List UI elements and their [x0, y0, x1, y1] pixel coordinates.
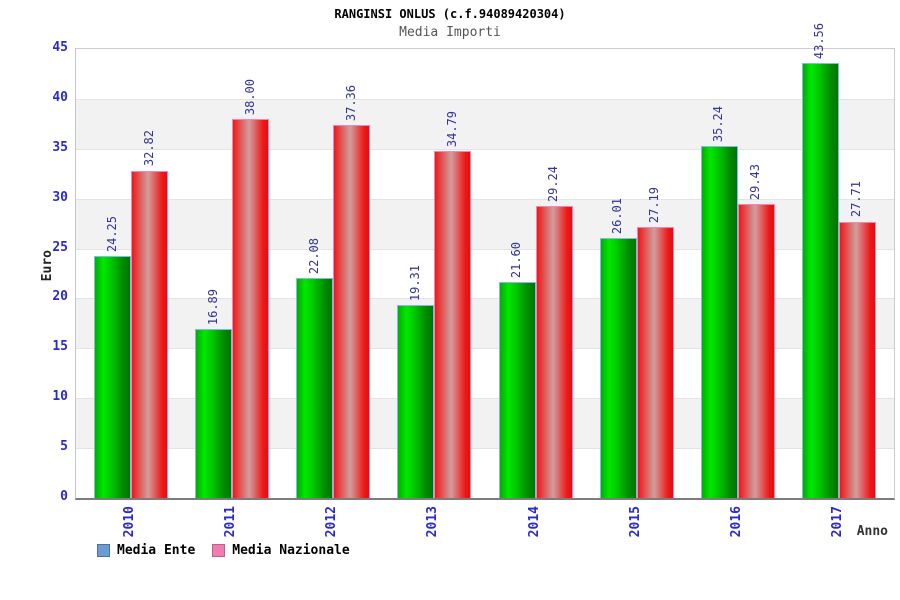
y-tick-label-20: 20 — [52, 289, 68, 305]
y-tick-label-35: 35 — [52, 139, 68, 155]
y-tick-label-0: 0 — [60, 489, 68, 504]
bar-media-nazionale-2010 — [131, 170, 168, 498]
bar-media-nazionale-2011 — [232, 118, 270, 498]
bar-media-nazionale-2017 — [838, 221, 876, 498]
bar-media-ente-2017 — [801, 63, 839, 498]
legend-item-media-ente: Media Ente — [97, 543, 195, 558]
x-tick-label-2013: 2013 — [425, 506, 441, 538]
bar-value-label: 32.82 — [141, 130, 156, 167]
legend-swatch-icon — [212, 544, 226, 557]
legend-item-media-nazionale: Media Nazionale — [212, 543, 350, 558]
bar-media-ente-2010 — [94, 256, 131, 498]
y-tick-label-5: 5 — [60, 439, 68, 455]
y-tick-label-10: 10 — [52, 389, 68, 405]
bar-media-nazionale-2015 — [636, 226, 674, 498]
bar-value-label: 16.89 — [205, 289, 220, 326]
bar-value-label: 19.31 — [407, 265, 422, 302]
bar-media-nazionale-2013 — [434, 150, 472, 498]
legend-swatch-icon — [97, 544, 110, 557]
bar-media-nazionale-2014 — [535, 206, 573, 498]
x-tick-label-2010: 2010 — [122, 506, 137, 538]
bar-value-label: 29.43 — [748, 164, 763, 201]
y-tick-label-15: 15 — [52, 339, 68, 355]
bar-media-ente-2011 — [195, 329, 233, 498]
y-tick-label-30: 30 — [52, 189, 68, 205]
y-tick-label-40: 40 — [52, 89, 68, 105]
bar-media-ente-2013 — [397, 305, 435, 498]
y-tick-label-45: 45 — [52, 40, 68, 55]
x-tick-label-2014: 2014 — [526, 506, 542, 538]
bar-value-label: 27.71 — [849, 181, 864, 218]
bar-media-ente-2016 — [700, 146, 738, 498]
bar-value-label: 38.00 — [242, 78, 257, 115]
bar-value-label: 34.79 — [444, 110, 459, 147]
grid-band-gray — [76, 98, 894, 149]
x-axis-title: Anno — [856, 524, 888, 539]
x-tick-label-2011: 2011 — [223, 506, 239, 538]
legend-label: Media Ente — [117, 543, 196, 558]
bar-value-label: 21.60 — [509, 242, 524, 279]
bar-value-label: 29.24 — [546, 166, 561, 203]
grid-band-white — [76, 148, 894, 199]
x-tick-label-2016: 2016 — [728, 506, 744, 538]
bar-media-nazionale-2016 — [737, 204, 775, 498]
legend-label: Media Nazionale — [232, 543, 350, 558]
y-tick-label-25: 25 — [52, 239, 68, 255]
bar-value-label: 35.24 — [711, 106, 726, 143]
bar-media-ente-2015 — [599, 238, 637, 498]
legend: Media Ente Media Nazionale — [97, 543, 367, 558]
x-tick-label-2017: 2017 — [829, 506, 845, 538]
bar-value-label: 26.01 — [610, 198, 625, 235]
bar-value-label: 27.19 — [647, 186, 662, 223]
bar-value-label: 24.25 — [104, 215, 119, 253]
grid-band-white — [76, 49, 894, 99]
chart-subtitle: Media Importi — [399, 25, 501, 40]
bar-media-nazionale-2012 — [333, 125, 371, 498]
bar-media-ente-2014 — [498, 282, 536, 498]
chart-title: RANGINSI ONLUS (c.f.94089420304) — [334, 7, 566, 21]
plot-area: 24.25 16.89 22.08 19.31 21.60 26.01 35.24 43.56… — [75, 23, 895, 500]
bar-value-label: 43.56 — [812, 23, 827, 60]
bar-value-label: 22.08 — [306, 237, 321, 274]
x-tick-label-2012: 2012 — [324, 506, 340, 538]
x-tick-label-2015: 2015 — [627, 506, 643, 538]
bar-media-ente-2012 — [296, 277, 334, 498]
bar-value-label: 37.36 — [343, 85, 358, 122]
